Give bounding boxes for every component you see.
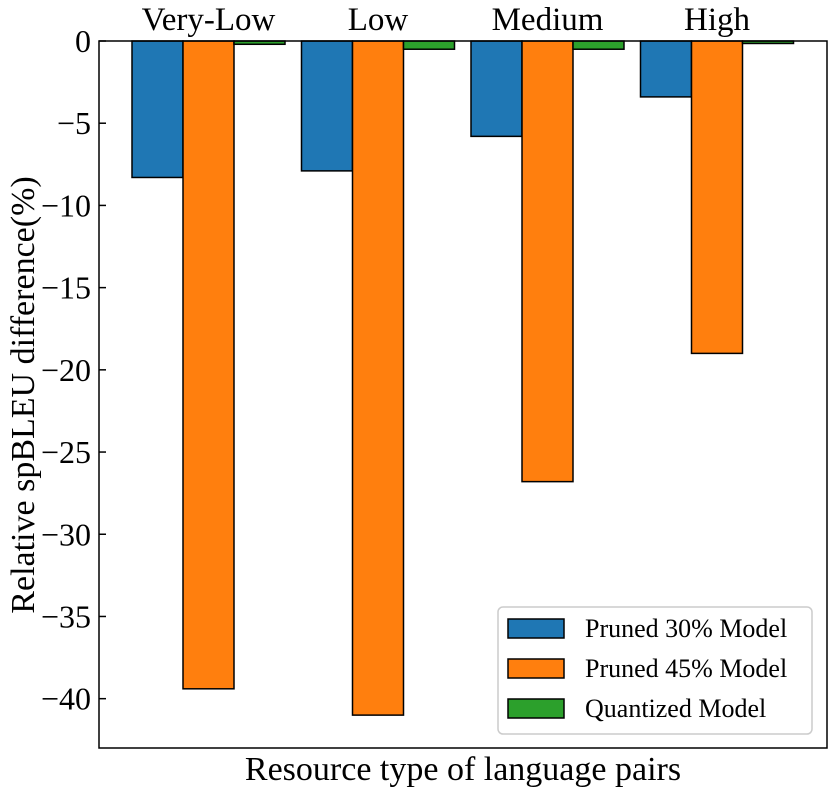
x-axis-label: Resource type of language pairs: [245, 751, 681, 788]
legend-swatch: [507, 698, 565, 719]
legend-label: Quantized Model: [585, 694, 766, 723]
legend-box: [497, 606, 813, 735]
category-label: Very-Low: [142, 2, 276, 38]
legend: Pruned 30% Model Pruned 45% Model Quantize…: [497, 606, 813, 735]
bar-2-2: [572, 40, 625, 50]
y-axis-label: Relative spBLEU difference(%): [5, 176, 42, 613]
legend-swatch: [507, 618, 565, 639]
category-label: Medium: [492, 2, 604, 38]
y-tick-label: −35: [41, 598, 91, 634]
bar-0-1: [300, 40, 354, 172]
bar-0-2: [470, 40, 523, 138]
plot-frame: [98, 40, 828, 749]
y-tick-label: −40: [41, 681, 91, 717]
bar-1-2: [521, 40, 574, 483]
bar-0-3: [639, 40, 693, 98]
y-tick-label: −20: [41, 352, 91, 388]
bar-2-1: [402, 40, 456, 50]
bar-0-0: [131, 40, 184, 179]
legend-swatch: [507, 658, 565, 679]
bar-1-0: [182, 40, 235, 690]
y-axis-ticks: 0 −5 −10 −15 −20 −25 −30 −35 −40: [41, 23, 106, 717]
y-tick-label: −15: [41, 270, 91, 306]
y-tick-label: −5: [57, 105, 91, 141]
category-labels: Very-Low Low Medium High: [142, 2, 751, 38]
y-tick-label: −30: [41, 516, 91, 552]
category-label: Low: [348, 2, 409, 38]
legend-label: Pruned 30% Model: [585, 614, 787, 643]
y-tick-label: 0: [75, 23, 91, 59]
legend-label: Pruned 45% Model: [585, 654, 787, 683]
bar-1-3: [690, 40, 744, 355]
y-tick-label: −25: [41, 434, 91, 470]
bars-layer: [131, 40, 795, 716]
bar-1-1: [351, 40, 405, 716]
y-tick-label: −10: [41, 187, 91, 223]
category-label: High: [684, 2, 751, 38]
